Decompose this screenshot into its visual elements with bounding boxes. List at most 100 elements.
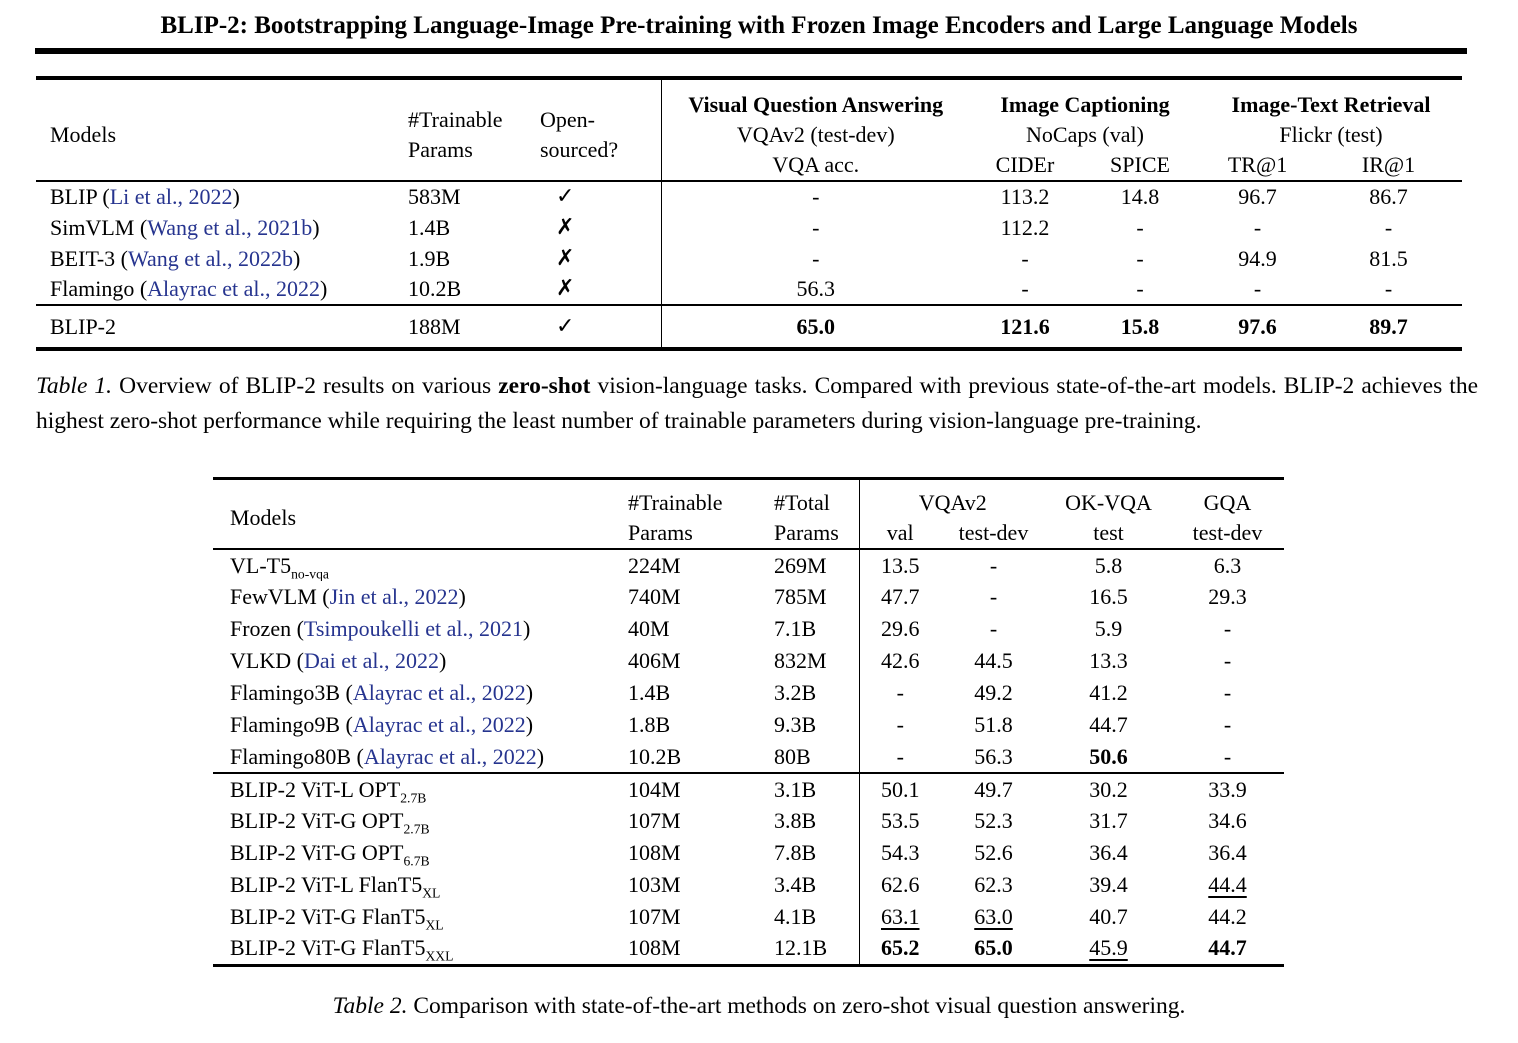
table-row-flamingo80b: Flamingo80B (Alayrac et al., 2022) 10.2B… bbox=[213, 741, 1284, 773]
metric-spice: SPICE bbox=[1080, 150, 1201, 182]
citation-link[interactable]: Alayrac et al., 2022 bbox=[352, 680, 526, 705]
cell-model: BLIP-2 ViT-G FlanT5XL bbox=[230, 904, 444, 933]
cell-okvqa: 31.7 bbox=[1089, 808, 1128, 833]
cell-model: BLIP-2 ViT-G FlanT5XXL bbox=[230, 935, 454, 964]
cell-gqa: 44.4 bbox=[1208, 872, 1247, 897]
cell-val: 53.5 bbox=[858, 805, 941, 837]
paper-title: BLIP-2: Bootstrapping Language-Image Pre… bbox=[160, 12, 1358, 39]
table-row-blip2-highlight: BLIP-2 188M ✓ 65.0 121.6 15.8 97.6 89.7 bbox=[36, 304, 1463, 349]
col-header-total-params: #Total Params bbox=[774, 478, 859, 550]
caption-label: Table 1. bbox=[36, 373, 113, 399]
citation-link[interactable]: Tsimpoukelli et al., 2021 bbox=[303, 616, 523, 641]
cell-trainable-params: 583M bbox=[408, 184, 461, 209]
cell-okvqa: 39.4 bbox=[1089, 872, 1128, 897]
cross-icon: ✗ bbox=[556, 214, 575, 240]
cell-vqa-acc: 65.0 bbox=[660, 304, 970, 349]
cell-spice: - bbox=[1136, 276, 1144, 301]
title-rule bbox=[35, 48, 1467, 54]
citation-link[interactable]: Dai et al., 2022 bbox=[303, 648, 439, 673]
citation-link[interactable]: Jin et al., 2022 bbox=[329, 584, 459, 609]
cell-trainable: 107M bbox=[628, 904, 681, 929]
total-params-line2: Params bbox=[774, 520, 839, 545]
cell-trainable: 1.8B bbox=[628, 712, 671, 737]
cell-testdev: 52.6 bbox=[974, 840, 1013, 865]
citation-link[interactable]: Alayrac et al., 2022 bbox=[352, 712, 526, 737]
citation-link[interactable]: Alayrac et al., 2022 bbox=[147, 276, 321, 301]
cell-okvqa: 5.9 bbox=[1094, 616, 1123, 641]
citation-link[interactable]: Alayrac et al., 2022 bbox=[363, 743, 537, 769]
col-header-models: Models bbox=[213, 478, 628, 550]
cell-model: Frozen (Tsimpoukelli et al., 2021) bbox=[230, 616, 531, 641]
cell-model: BLIP-2 ViT-L OPT2.7B bbox=[213, 772, 628, 805]
cross-icon: ✗ bbox=[556, 276, 575, 301]
cell-testdev: 65.0 bbox=[974, 935, 1013, 961]
open-sourced-line2: sourced? bbox=[540, 137, 619, 162]
col-header-trainable-params: #Trainable Params bbox=[408, 78, 540, 182]
cell-okvqa: 36.4 bbox=[1089, 840, 1128, 865]
table-row-blip2-vitl-opt27b: BLIP-2 ViT-L OPT2.7B 104M 3.1B 50.1 49.7… bbox=[213, 772, 1284, 805]
citation-link[interactable]: Li et al., 2022 bbox=[109, 184, 233, 209]
table-row-beit3: BEIT-3 (Wang et al., 2022b) 1.9B ✗ - - -… bbox=[36, 243, 1462, 274]
cell-trainable: 103M bbox=[628, 872, 681, 897]
cell-tr1: 96.7 bbox=[1238, 184, 1277, 209]
cell-model: VLKD (Dai et al., 2022) bbox=[230, 648, 447, 673]
cell-trainable: 107M bbox=[628, 808, 681, 833]
cell-total: 80B bbox=[774, 743, 811, 769]
cell-testdev: - bbox=[989, 552, 998, 578]
col-header-models: Models bbox=[36, 78, 408, 182]
cell-okvqa: 13.3 bbox=[1089, 648, 1128, 673]
cell-gqa: - bbox=[1223, 648, 1232, 673]
cell-total: 269M bbox=[774, 552, 827, 578]
cell-okvqa: 44.7 bbox=[1089, 712, 1128, 737]
table1-caption: Table 1. Overview of BLIP-2 results on v… bbox=[36, 373, 1478, 434]
cell-model: BEIT-3 (Wang et al., 2022b) bbox=[50, 245, 301, 271]
cell-cider: 112.2 bbox=[1000, 214, 1050, 240]
col-header-open-sourced: Open- sourced? bbox=[540, 78, 661, 182]
cell-okvqa: 50.6 bbox=[1089, 743, 1128, 769]
cell-testdev: 52.3 bbox=[974, 808, 1013, 833]
table-row-flamingo3b: Flamingo3B (Alayrac et al., 2022) 1.4B 3… bbox=[213, 677, 1284, 709]
cell-testdev: - bbox=[989, 616, 998, 641]
cell-testdev: 62.3 bbox=[974, 872, 1013, 897]
cell-vqa-acc: - bbox=[660, 181, 970, 212]
citation-link[interactable]: Wang et al., 2021b bbox=[147, 214, 313, 240]
cell-total: 3.8B bbox=[774, 808, 817, 833]
col-header-trainable-params: #Trainable Params bbox=[628, 478, 774, 550]
cell-testdev: 51.8 bbox=[974, 712, 1013, 737]
subheader-gqa-testdev: test-dev bbox=[1171, 518, 1284, 550]
cell-okvqa: 5.8 bbox=[1094, 552, 1123, 578]
cell-total: 12.1B bbox=[774, 935, 828, 961]
cell-okvqa: 30.2 bbox=[1046, 772, 1171, 805]
metric-cider: CIDEr bbox=[970, 150, 1080, 182]
table-row-flamingo9b: Flamingo9B (Alayrac et al., 2022) 1.8B 9… bbox=[213, 709, 1284, 741]
cell-trainable: 10.2B bbox=[628, 743, 682, 769]
cell-total: 7.8B bbox=[774, 840, 817, 865]
group-header-gqa: GQA bbox=[1203, 490, 1252, 515]
cell-val: 47.7 bbox=[858, 581, 941, 613]
cell-trainable: 406M bbox=[628, 648, 681, 673]
trainable-params-line1: #Trainable bbox=[628, 490, 723, 515]
table-row-fewvlm: FewVLM (Jin et al., 2022) 740M 785M 47.7… bbox=[213, 581, 1284, 613]
cell-spice: - bbox=[1136, 245, 1144, 271]
cell-spice: - bbox=[1136, 214, 1144, 240]
cell-gqa: 36.4 bbox=[1208, 840, 1247, 865]
cell-testdev: 56.3 bbox=[974, 743, 1013, 769]
cell-ir1: 81.5 bbox=[1369, 245, 1408, 271]
cell-total: 3.1B bbox=[774, 772, 859, 805]
trainable-params-line2: Params bbox=[408, 137, 473, 162]
cell-cider: 113.2 bbox=[1000, 184, 1050, 209]
cell-total: 9.3B bbox=[774, 712, 817, 737]
cell-model: BLIP (Li et al., 2022) bbox=[50, 184, 240, 209]
cell-model: FewVLM (Jin et al., 2022) bbox=[230, 584, 466, 609]
table-row-flamingo: Flamingo (Alayrac et al., 2022) 10.2B ✗ … bbox=[36, 274, 1462, 305]
citation-link[interactable]: Wang et al., 2022b bbox=[128, 245, 294, 271]
cell-cider: 121.6 bbox=[970, 304, 1080, 349]
cell-model: BLIP-2 ViT-L FlanT5XL bbox=[230, 872, 441, 901]
trainable-params-line1: #Trainable bbox=[408, 107, 503, 132]
cell-trainable: 40M bbox=[628, 616, 670, 641]
cell-testdev: 49.2 bbox=[974, 680, 1013, 705]
cell-total: 832M bbox=[774, 648, 827, 673]
cell-tr1: - bbox=[1253, 276, 1262, 301]
group-header-vqa: Visual Question Answering bbox=[660, 78, 970, 120]
cell-model: Flamingo3B (Alayrac et al., 2022) bbox=[230, 680, 534, 705]
